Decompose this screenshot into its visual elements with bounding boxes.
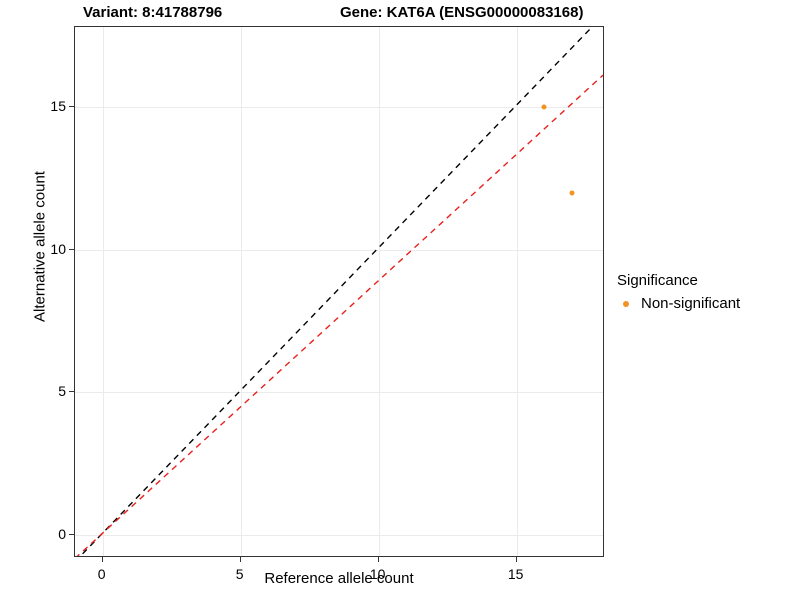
gene-title: Gene: KAT6A (ENSG00000083168) <box>340 4 584 21</box>
y-tick-label: 10 <box>50 240 66 257</box>
gridline-horizontal <box>75 249 603 251</box>
gridline-horizontal <box>75 392 603 394</box>
y-tick-mark <box>69 248 74 250</box>
reference-lines <box>76 27 603 556</box>
gridline-horizontal <box>75 535 603 537</box>
gridline-vertical <box>378 27 380 556</box>
gridline-vertical <box>240 27 242 556</box>
y-axis-title: Alternative allele count <box>31 171 49 322</box>
legend-title: Significance <box>617 272 698 289</box>
y-tick-mark <box>69 534 74 536</box>
scatter-point <box>569 190 575 196</box>
x-tick-mark <box>515 557 517 562</box>
y-tick-mark <box>69 391 74 393</box>
gridline-vertical <box>516 27 518 556</box>
legend-item-label: Non-significant <box>641 295 741 312</box>
legend-items: Non-significant <box>617 295 792 312</box>
legend-marker-icon <box>617 295 634 312</box>
x-tick-mark <box>239 557 241 562</box>
y-tick-label: 5 <box>58 383 66 400</box>
y-tick-mark <box>69 105 74 107</box>
identity-line <box>79 27 593 556</box>
x-tick-mark <box>101 557 103 562</box>
plot-area <box>74 26 604 557</box>
x-axis-title: Reference allele count <box>264 570 414 587</box>
x-tick-label: 5 <box>235 566 244 582</box>
legend-item: Non-significant <box>617 295 792 312</box>
legend: Significance Non-significant <box>617 272 792 312</box>
variant-title: Variant: 8:41788796 <box>83 4 223 21</box>
y-tick-label: 15 <box>50 97 66 114</box>
x-tick-label: 0 <box>97 566 106 582</box>
y-tick-label: 0 <box>58 526 66 543</box>
gridline-horizontal <box>75 106 603 108</box>
x-tick-label: 15 <box>507 566 524 582</box>
regression-line <box>76 74 603 556</box>
gridline-vertical <box>102 27 104 556</box>
x-tick-mark <box>377 557 379 562</box>
scatter-point <box>541 104 547 110</box>
x-tick-label: 10 <box>369 566 386 582</box>
